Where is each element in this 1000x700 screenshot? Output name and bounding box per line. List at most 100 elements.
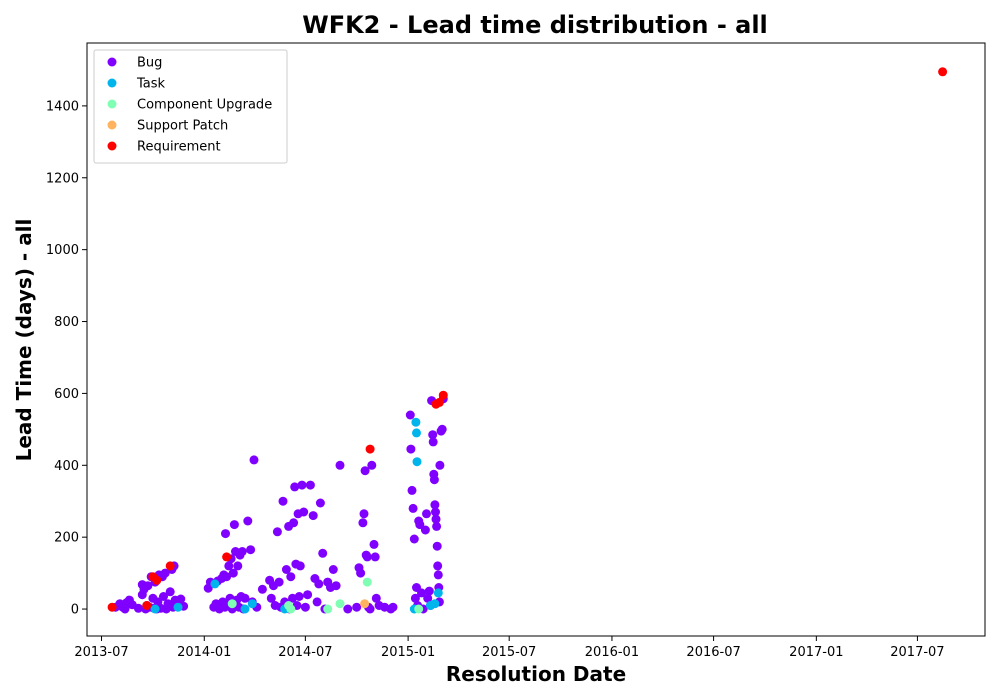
data-point <box>335 460 345 470</box>
data-point <box>165 587 175 597</box>
data-point <box>303 590 313 600</box>
data-point <box>133 603 143 613</box>
data-point <box>430 500 440 510</box>
data-point <box>152 575 162 585</box>
x-tick-label: 2015-07 <box>482 645 536 660</box>
series-component-upgrade <box>227 577 424 614</box>
x-tick-label: 2014-01 <box>177 645 231 660</box>
data-point <box>438 390 448 400</box>
data-point <box>274 577 284 587</box>
data-point <box>362 577 372 587</box>
y-tick-label: 1000 <box>46 243 79 258</box>
data-point <box>938 67 948 77</box>
data-point <box>286 572 296 582</box>
data-point <box>433 588 443 598</box>
legend-marker <box>107 141 117 151</box>
legend: Bug Task Component Upgrade Support Patch Req… <box>93 49 288 164</box>
data-point <box>359 509 369 519</box>
data-point <box>240 604 250 614</box>
data-point <box>428 430 438 440</box>
data-point <box>435 460 445 470</box>
data-point <box>328 565 338 574</box>
y-tick-label: 400 <box>54 459 79 474</box>
data-point <box>142 601 152 610</box>
data-point <box>430 599 440 609</box>
data-point <box>290 482 300 492</box>
data-point <box>272 527 282 537</box>
data-point <box>278 496 288 506</box>
data-point <box>406 444 416 454</box>
data-point <box>224 561 234 571</box>
data-point <box>240 593 250 603</box>
data-point <box>420 525 430 535</box>
x-axis: 2013-07 2014-01 2014-07 2015-01 2015-07 2016-… <box>74 636 945 660</box>
chart-title: WFK2 - Lead time distribution - all <box>302 11 768 39</box>
data-point <box>150 604 160 614</box>
data-point <box>422 509 431 519</box>
x-tick-label: 2016-07 <box>686 645 740 660</box>
series-task <box>150 417 443 614</box>
y-tick-label: 200 <box>54 531 79 546</box>
series-support-patch <box>360 599 370 609</box>
x-tick-label: 2014-07 <box>278 645 332 660</box>
data-point <box>281 565 291 574</box>
data-point <box>323 604 333 614</box>
series-requirement <box>107 67 948 612</box>
y-tick-label: 800 <box>54 315 79 330</box>
data-point <box>412 457 422 467</box>
data-point <box>314 579 324 589</box>
data-point <box>143 581 153 591</box>
data-point <box>331 581 341 591</box>
y-tick-label: 1400 <box>46 99 79 114</box>
y-axis: 0 200 400 600 800 1000 1200 1400 <box>46 99 87 618</box>
data-point <box>247 599 257 609</box>
data-point <box>429 475 439 485</box>
data-point <box>432 521 442 531</box>
data-point <box>407 485 417 495</box>
data-point <box>335 599 345 609</box>
data-point <box>266 593 276 603</box>
data-point <box>414 604 424 614</box>
x-tick-label: 2017-07 <box>890 645 944 660</box>
data-point <box>243 516 253 526</box>
data-point <box>437 424 447 434</box>
x-tick-label: 2016-01 <box>585 645 639 660</box>
data-point <box>431 514 441 524</box>
data-point <box>315 498 325 508</box>
data-point <box>362 552 372 562</box>
legend-label: Task <box>136 77 166 92</box>
plot-area <box>107 67 948 614</box>
data-point <box>369 539 379 549</box>
legend-marker <box>107 78 117 88</box>
y-tick-label: 1200 <box>46 171 79 186</box>
data-point <box>318 548 328 558</box>
data-point <box>434 397 444 407</box>
data-point <box>432 541 442 551</box>
x-tick-label: 2015-01 <box>381 645 435 660</box>
legend-marker <box>107 120 117 130</box>
data-point <box>411 417 421 427</box>
data-point <box>176 594 186 604</box>
legend-label: Component Upgrade <box>137 98 272 113</box>
y-tick-label: 0 <box>71 603 79 618</box>
data-point <box>222 572 232 582</box>
data-point <box>360 466 370 476</box>
legend-label: Bug <box>137 56 162 71</box>
data-point <box>415 520 425 530</box>
data-point <box>300 602 310 612</box>
data-point <box>423 593 433 603</box>
data-point <box>107 602 117 612</box>
data-point <box>428 437 438 447</box>
data-point <box>257 584 267 594</box>
data-point <box>160 568 170 578</box>
data-point <box>299 507 309 517</box>
data-point <box>343 604 353 614</box>
data-point <box>312 597 322 607</box>
data-point <box>370 552 380 562</box>
data-point <box>417 588 426 598</box>
data-point <box>233 561 243 571</box>
data-point <box>294 592 304 601</box>
data-point <box>433 561 443 571</box>
x-axis-label: Resolution Date <box>446 662 626 686</box>
